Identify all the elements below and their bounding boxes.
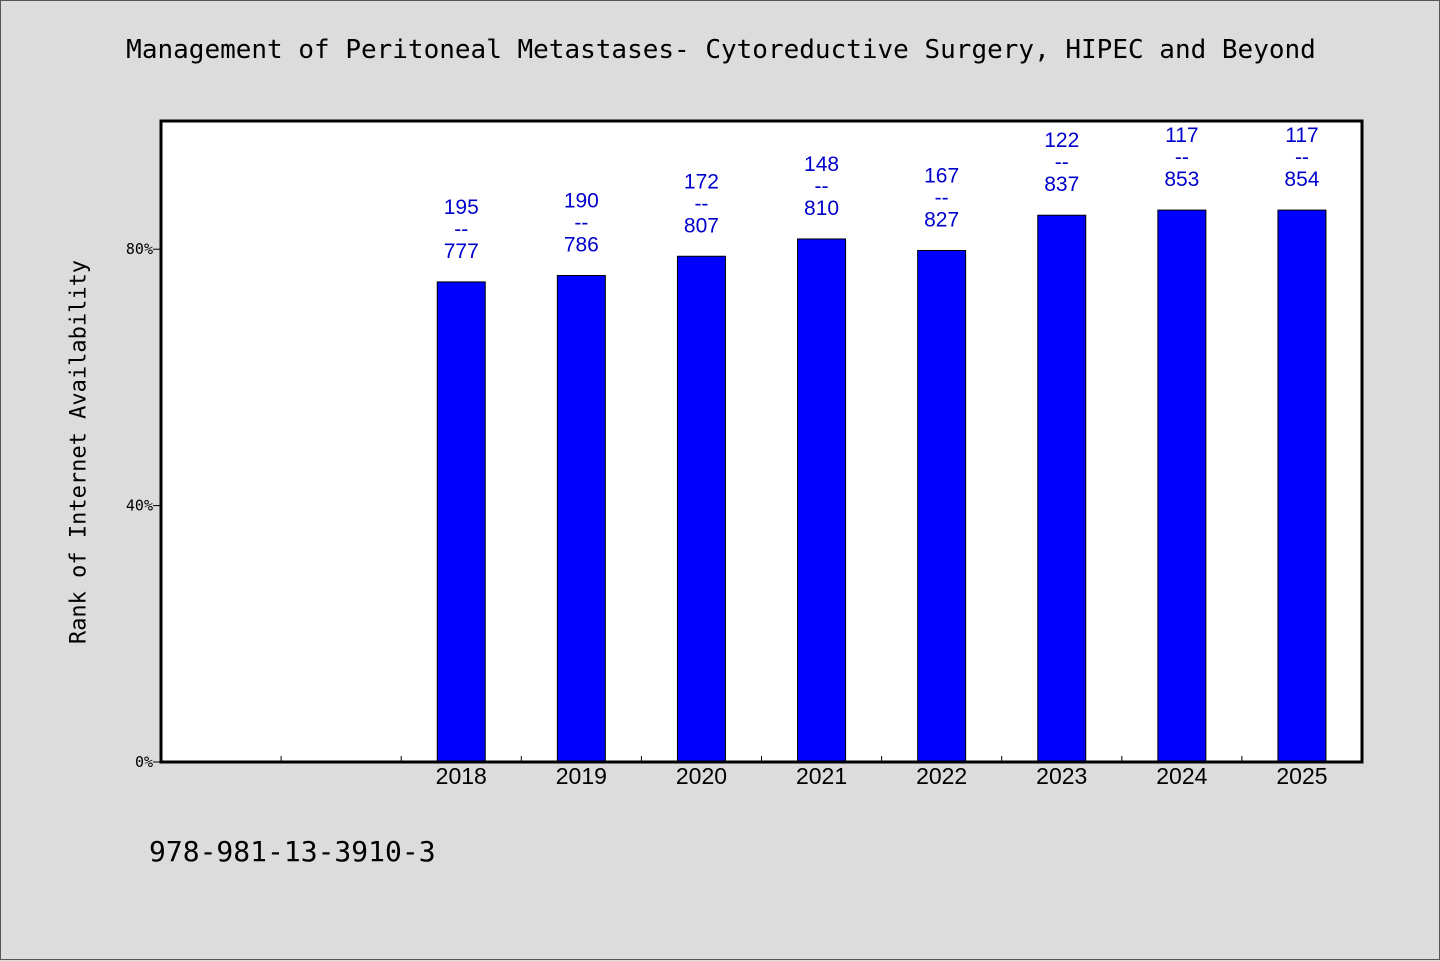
x-tick-label: 2020 [676,763,727,789]
data-label: 172 [684,170,719,193]
data-label: 810 [804,197,839,220]
bar-2023 [1037,214,1087,763]
x-tick-label: 2025 [1276,763,1327,789]
data-label: -- [1175,146,1189,169]
data-label: 807 [684,214,719,237]
data-label: 853 [1164,168,1199,191]
data-label: -- [454,218,468,241]
isbn-text: 978-981-13-3910-3 [149,835,436,868]
data-label: 148 [804,153,839,176]
chart-title: Management of Peritoneal Metastases- Cyt… [126,35,1316,65]
data-label: 777 [444,240,479,263]
data-label: 117 [1165,124,1198,147]
bar-2019 [556,274,606,763]
bar-2020 [676,255,726,763]
data-label: 854 [1284,168,1319,191]
data-label: 117 [1285,124,1318,147]
bar-2021 [797,238,847,763]
y-tick-label: 80% [126,240,153,258]
x-tick-label: 2019 [556,763,607,789]
x-tick-label: 2023 [1036,763,1087,789]
data-label: 786 [564,233,599,256]
x-tick-label: 2018 [436,763,487,789]
x-tick-label: 2022 [916,763,967,789]
y-tick-label: 0% [135,753,153,771]
bar-2022 [917,249,967,763]
bar-2025 [1277,209,1327,763]
data-label: -- [1295,146,1309,169]
data-label: 122 [1044,129,1079,152]
data-label: 167 [924,164,959,187]
data-label: -- [694,192,708,215]
data-label: -- [815,175,829,198]
x-tick-label: 2024 [1156,763,1207,789]
data-label: 190 [564,189,599,212]
data-label: -- [574,211,588,234]
data-label: 827 [924,208,959,231]
x-tick-label: 2021 [796,763,847,789]
y-tick-label: 40% [126,497,153,515]
data-label: 837 [1044,173,1079,196]
data-label: -- [935,186,949,209]
data-label: -- [1055,151,1069,174]
data-label: 195 [444,196,479,219]
bar-2018 [436,281,486,763]
bar-2024 [1157,209,1207,763]
